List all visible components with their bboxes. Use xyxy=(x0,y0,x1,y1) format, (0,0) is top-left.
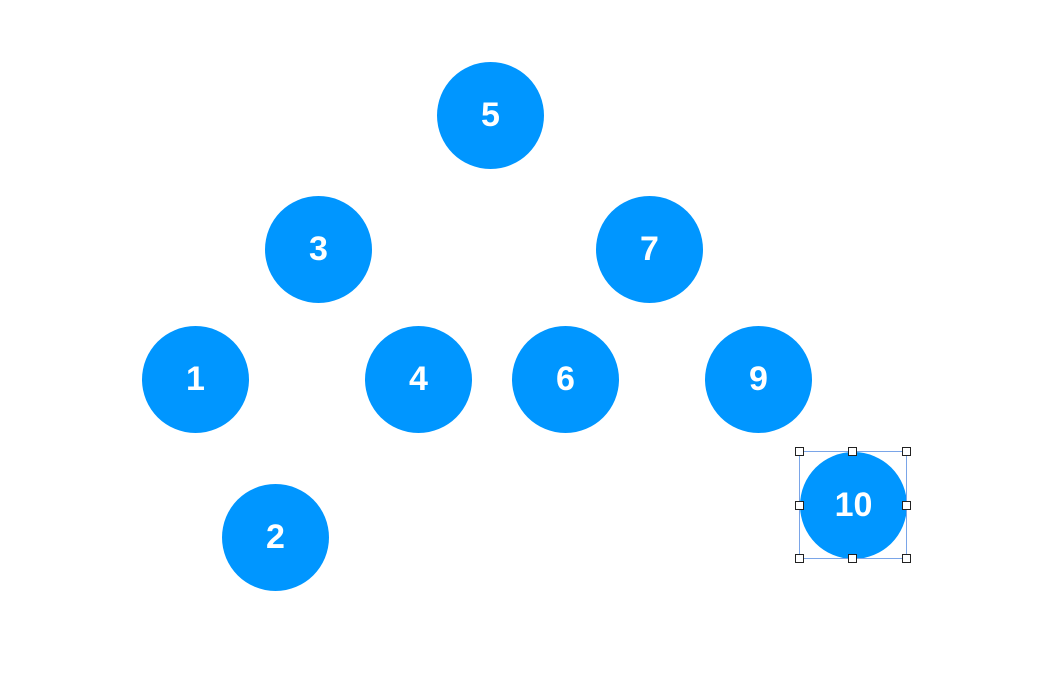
node-label: 4 xyxy=(409,360,428,398)
resize-handle-bottom[interactable] xyxy=(848,554,857,563)
node-label: 2 xyxy=(266,518,285,556)
node-label: 6 xyxy=(556,360,575,398)
node-1[interactable]: 1 xyxy=(142,326,249,433)
node-label: 5 xyxy=(481,96,500,134)
node-9[interactable]: 9 xyxy=(705,326,812,433)
resize-handle-top-right[interactable] xyxy=(902,447,911,456)
resize-handle-right[interactable] xyxy=(902,501,911,510)
node-label: 10 xyxy=(834,486,873,524)
node-7[interactable]: 7 xyxy=(596,196,703,303)
resize-handle-bottom-right[interactable] xyxy=(902,554,911,563)
node-4[interactable]: 4 xyxy=(365,326,472,433)
node-label: 1 xyxy=(186,360,205,398)
node-10[interactable]: 10 xyxy=(800,452,907,559)
node-label: 9 xyxy=(749,360,768,398)
resize-handle-bottom-left[interactable] xyxy=(795,554,804,563)
node-5[interactable]: 5 xyxy=(437,62,544,169)
node-2[interactable]: 2 xyxy=(222,484,329,591)
resize-handle-left[interactable] xyxy=(795,501,804,510)
node-3[interactable]: 3 xyxy=(265,196,372,303)
node-6[interactable]: 6 xyxy=(512,326,619,433)
node-label: 7 xyxy=(640,230,659,268)
node-label: 3 xyxy=(309,230,328,268)
resize-handle-top-left[interactable] xyxy=(795,447,804,456)
resize-handle-top[interactable] xyxy=(848,447,857,456)
